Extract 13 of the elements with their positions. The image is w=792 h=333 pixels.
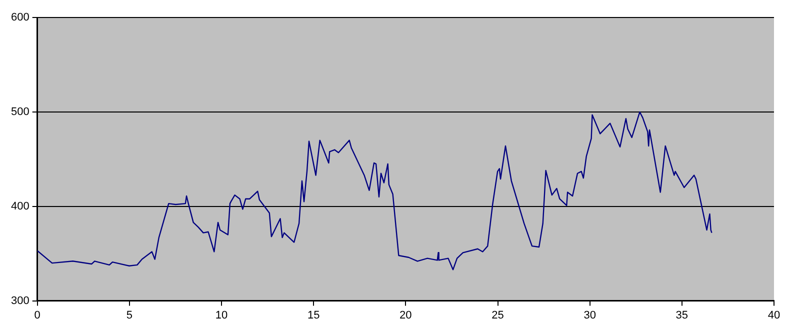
x-tick-label: 15 — [307, 309, 320, 322]
x-tick-label: 10 — [215, 309, 228, 322]
y-tick-label: 500 — [10, 106, 30, 118]
x-tick-label: 20 — [400, 309, 412, 322]
y-tick-label: 300 — [10, 294, 30, 307]
x-tick-label: 35 — [676, 309, 688, 322]
x-tick-label: 5 — [126, 309, 132, 322]
x-tick-label: 40 — [768, 309, 780, 322]
y-tick-label: 600 — [10, 12, 30, 24]
y-tick-label: 400 — [10, 200, 30, 212]
x-tick-label: 30 — [584, 309, 596, 322]
x-tick-label: 0 — [34, 309, 40, 322]
x-tick-label: 25 — [492, 309, 504, 322]
